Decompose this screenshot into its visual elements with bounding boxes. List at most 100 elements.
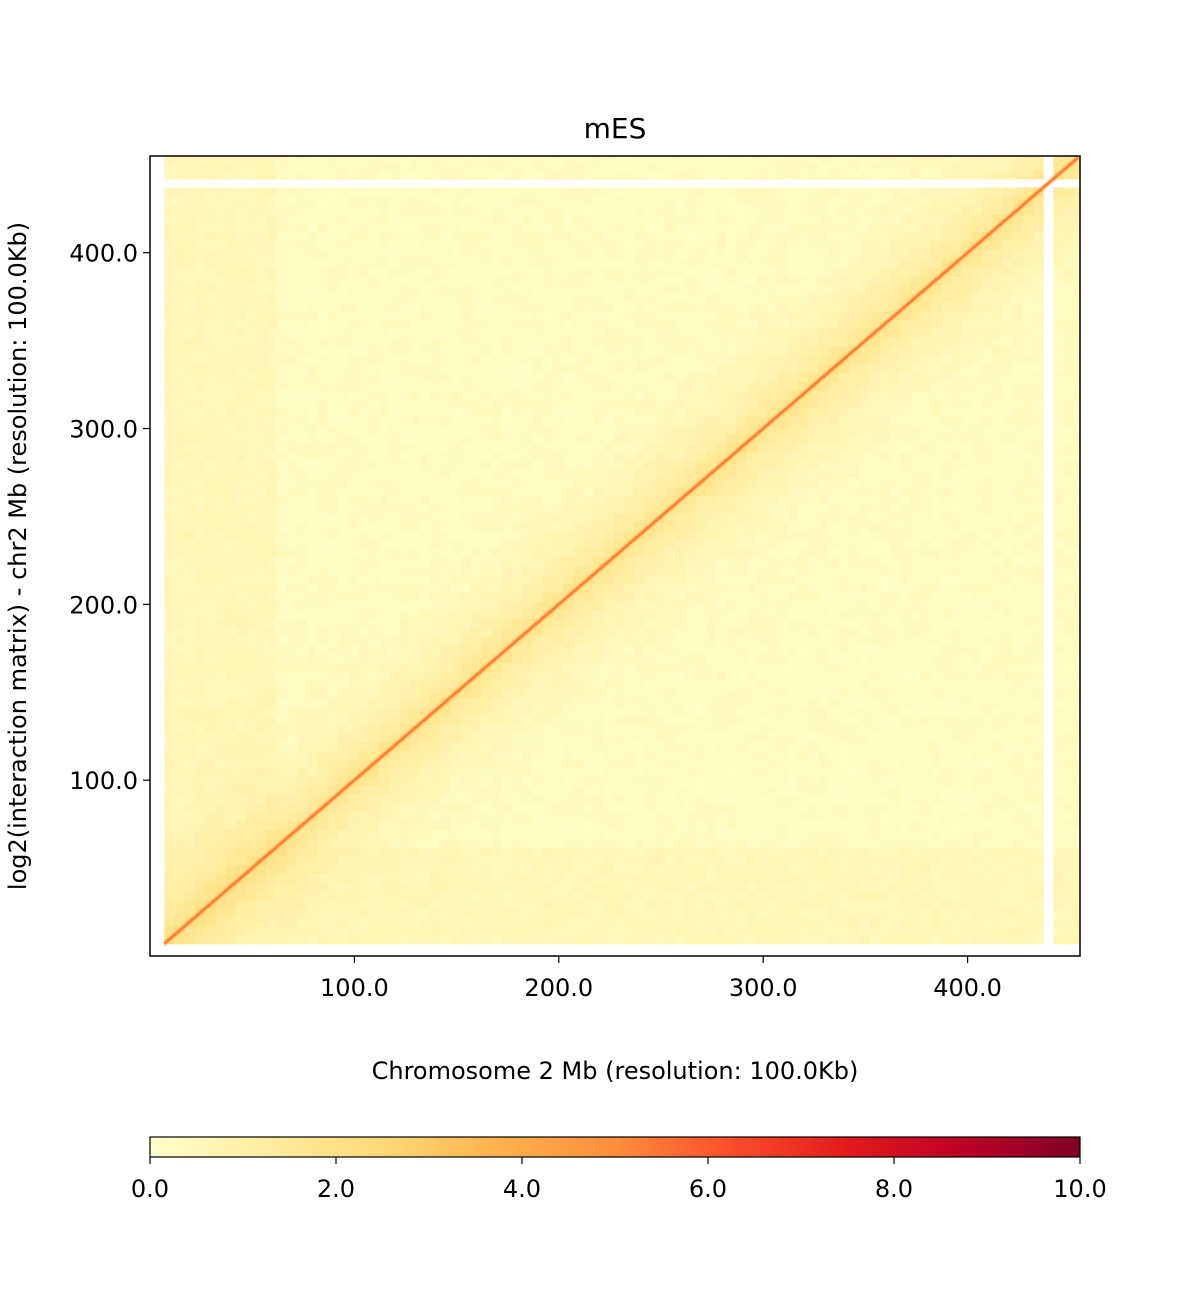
heatmap-cell [726,556,738,567]
heatmap-cell [634,759,646,769]
heatmap-cell [276,811,288,822]
heatmap-cell [184,310,196,321]
heatmap-cell [695,222,707,233]
heatmap-cell [603,864,615,874]
heatmap-cell [552,231,564,241]
heatmap-cell [460,934,472,945]
heatmap-cell [593,662,605,672]
heatmap-cell [358,864,370,874]
heatmap-cell [317,425,329,435]
heatmap-cell [562,433,574,444]
heatmap-cell [706,425,717,435]
heatmap-cell [327,820,339,830]
heatmap-cell [256,785,268,795]
heatmap-cell [409,477,421,488]
heatmap-cell [511,917,523,927]
heatmap-cell [276,398,288,408]
heatmap-cell [716,425,727,435]
heatmap-cell [266,873,278,883]
heatmap-cell [409,214,421,224]
heatmap-cell [419,776,431,787]
heatmap-cell [532,917,543,927]
heatmap-cell [164,425,176,435]
heatmap-cell [358,372,370,382]
heatmap-cell [348,644,360,655]
heatmap-cell [726,301,738,312]
heatmap-cell [399,882,411,892]
heatmap-cell [409,460,421,470]
heatmap-cell [215,882,227,892]
heatmap-cell [235,530,247,540]
heatmap-cell [378,486,390,496]
heatmap-cell [593,425,605,435]
heatmap-cell [389,416,400,426]
heatmap-cell [184,284,196,294]
heatmap-cell [205,882,216,892]
heatmap-cell [552,776,564,787]
heatmap-cell [562,899,574,910]
heatmap-cell [215,759,227,769]
heatmap-cell [614,750,625,760]
heatmap-cell [695,855,707,866]
heatmap-cell [644,530,656,540]
heatmap-cell [235,583,247,593]
heatmap-cell [389,890,400,901]
heatmap-cell [348,583,360,593]
heatmap-cell [665,222,676,233]
heatmap-cell [614,556,625,567]
heatmap-cell [522,890,533,901]
heatmap-cell [706,644,717,655]
heatmap-cell [205,451,216,461]
heatmap-cell [726,539,738,549]
heatmap-cell [624,486,635,496]
heatmap-cell [634,723,646,734]
heatmap-cell [430,521,441,532]
heatmap-cell [368,548,380,558]
heatmap-cell [205,644,216,655]
heatmap-cell [409,161,421,171]
heatmap-cell [266,407,278,417]
heatmap-cell [716,785,727,795]
heatmap-cell [440,873,451,883]
heatmap-cell [409,855,421,866]
heatmap-cell [593,521,605,532]
heatmap-cell [614,170,625,180]
heatmap-cell [695,583,707,593]
heatmap-cell [675,803,687,813]
heatmap-cell [409,829,421,839]
heatmap-cell [481,240,492,250]
heatmap-cell [215,469,227,479]
heatmap-cell [614,644,625,655]
heatmap-cell [716,847,727,857]
heatmap-cell [644,258,656,268]
heatmap-cell [235,556,247,567]
heatmap-cell [297,855,308,866]
heatmap-cell [409,934,421,945]
heatmap-cell [481,908,492,918]
heatmap-cell [419,618,431,628]
heatmap-cell [378,504,390,514]
heatmap-cell [225,433,237,444]
heatmap-cell [368,680,380,690]
heatmap-cell [716,530,727,540]
heatmap-cell [634,240,646,250]
heatmap-cell [235,539,247,549]
heatmap-cell [256,592,268,602]
heatmap-cell [409,425,421,435]
heatmap-cell [685,908,697,918]
heatmap-cell [603,565,615,576]
heatmap-cell [685,548,697,558]
heatmap-cell [542,794,554,804]
heatmap-cell [195,548,206,558]
heatmap-cell [430,653,441,663]
heatmap-cell [348,548,360,558]
heatmap-cell [419,354,431,365]
heatmap-cell [501,680,513,690]
heatmap-cell [215,715,227,725]
heatmap-cell [665,381,676,391]
heatmap-cell [286,156,298,162]
heatmap-cell [644,398,656,408]
heatmap-cell [665,275,676,285]
heatmap-cell [368,372,380,382]
heatmap-cell [573,284,584,294]
